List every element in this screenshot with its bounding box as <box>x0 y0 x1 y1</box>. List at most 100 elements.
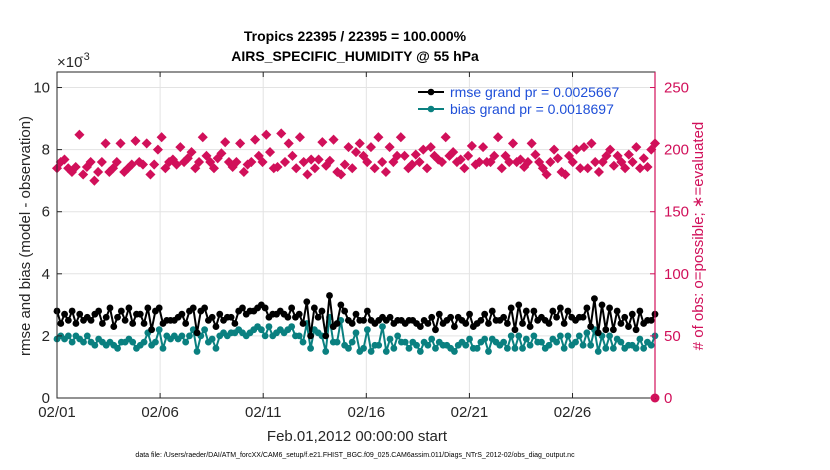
legend-bias-marker <box>427 105 435 113</box>
rmse-series-point <box>326 292 333 299</box>
obs-evaluated-marker <box>171 159 182 170</box>
rmse-series-point <box>545 320 553 327</box>
rmse-series-point <box>261 304 269 312</box>
obs-evaluated-marker <box>108 163 119 174</box>
bias-series-point <box>594 348 602 355</box>
obs-evaluated-marker <box>504 156 515 168</box>
bias-series-point <box>208 335 216 343</box>
rmse-series-point <box>424 320 432 327</box>
rmse-series-point <box>87 316 95 324</box>
obs-evaluated-marker <box>190 163 201 174</box>
obs-evaluated-marker <box>347 163 358 174</box>
obs-evaluated-marker <box>489 150 500 161</box>
obs-evaluated-marker <box>373 132 384 143</box>
obs-evaluated-marker <box>89 175 100 186</box>
bias-series-point <box>307 344 314 352</box>
obs-evaluated-marker <box>440 132 451 143</box>
bias-series-point <box>481 335 489 343</box>
rmse-series-point <box>193 329 201 337</box>
rmse-series-point <box>136 310 144 318</box>
obs-evaluated-marker <box>343 142 354 153</box>
rmse-series-point <box>462 320 470 327</box>
obs-evaluated-marker <box>466 140 477 151</box>
rmse-series-point <box>488 307 496 315</box>
bias-series-point <box>530 332 538 340</box>
obs-evaluated-marker <box>156 132 167 143</box>
obs-evaluated-marker <box>78 169 89 180</box>
bias-series-point <box>424 341 432 349</box>
right-y-axis: 0 50 100 150 200 250 <box>650 72 689 407</box>
obs-evaluated-marker <box>410 149 421 160</box>
rmse-series-point <box>288 304 296 312</box>
x-tick-label: 02/21 <box>451 404 489 421</box>
rmse-series-point <box>129 320 137 327</box>
obs-evaluated-marker <box>436 156 448 168</box>
rmse-series-point <box>549 307 557 315</box>
rmse-series-point <box>99 320 106 327</box>
legend-bias-label: bias grand pr = 0.0018697 <box>450 101 614 117</box>
rmse-series-point <box>632 326 640 334</box>
rmse-series-point <box>485 320 492 327</box>
rmse-series-point <box>102 313 110 321</box>
bias-series-point <box>640 344 648 352</box>
rmse-series-point <box>628 310 636 318</box>
bias-series-point <box>602 344 610 352</box>
obs-evaluated-marker <box>279 156 291 168</box>
obs-evaluated-marker <box>541 169 552 180</box>
bias-series-point <box>579 341 587 349</box>
left-y-axis-label: rmse and bias (model - observation) <box>17 116 34 356</box>
bias-series-point <box>515 332 523 340</box>
rmse-series-point <box>432 326 439 334</box>
bias-series-point <box>386 335 394 343</box>
bias-series-point <box>295 332 303 340</box>
left-y-axis: 0 2 4 6 8 10 <box>33 80 62 407</box>
bias-series-point <box>473 344 481 352</box>
obs-evaluated-marker <box>571 144 582 155</box>
rmse-series-point <box>106 304 114 312</box>
bias-series-point <box>401 338 409 346</box>
bias-series-point <box>186 332 193 340</box>
rmse-series-point <box>140 320 148 327</box>
rmse-series-point <box>579 313 587 321</box>
rmse-series-point <box>333 320 341 327</box>
bias-series-point <box>632 344 640 352</box>
obs-evaluated-marker <box>635 163 646 174</box>
obs-evaluated-marker <box>623 149 634 160</box>
obs-evaluated-marker <box>522 156 533 168</box>
bias-series-point <box>556 332 564 340</box>
obs-evaluated-marker <box>537 163 548 174</box>
obs-evaluated-marker <box>612 150 623 161</box>
obs-evaluated-marker <box>597 156 608 168</box>
bias-series-point <box>587 341 595 349</box>
rmse-series-point <box>560 320 568 327</box>
bias-series-point <box>647 341 655 349</box>
bias-series-point <box>299 338 307 346</box>
rmse-series-point <box>613 307 621 315</box>
obs-evaluated-marker <box>306 154 317 165</box>
obs-evaluated-marker <box>130 135 141 146</box>
obs-evaluated-marker <box>414 156 425 168</box>
obs-evaluated-marker <box>253 150 264 161</box>
right-tick-label: 150 <box>664 204 689 221</box>
bias-series-point <box>348 338 356 346</box>
obs-evaluated-marker <box>313 154 324 165</box>
obs-evaluated-marker <box>578 142 590 153</box>
obs-evaluated-marker <box>115 138 126 149</box>
obs-evaluated-marker <box>291 163 302 174</box>
bias-series-point <box>511 344 519 352</box>
obs-evaluated-marker <box>358 150 369 161</box>
obs-evaluated-marker <box>593 166 604 178</box>
obs-evaluated-marker <box>96 156 107 168</box>
rmse-series-point <box>515 301 523 309</box>
bias-series-point <box>345 344 352 352</box>
rmse-series-point <box>337 301 345 309</box>
bias-series-point <box>261 332 269 340</box>
bias-series-point <box>265 323 273 330</box>
obs-evaluated-marker <box>272 161 283 173</box>
bias-series-point <box>519 344 526 352</box>
obs-evaluated-marker <box>276 128 287 139</box>
obs-evaluated-marker <box>399 150 410 161</box>
obs-evaluated-marker <box>455 154 466 165</box>
obs-evaluated-marker <box>294 132 305 143</box>
rmse-series-point <box>227 313 235 321</box>
